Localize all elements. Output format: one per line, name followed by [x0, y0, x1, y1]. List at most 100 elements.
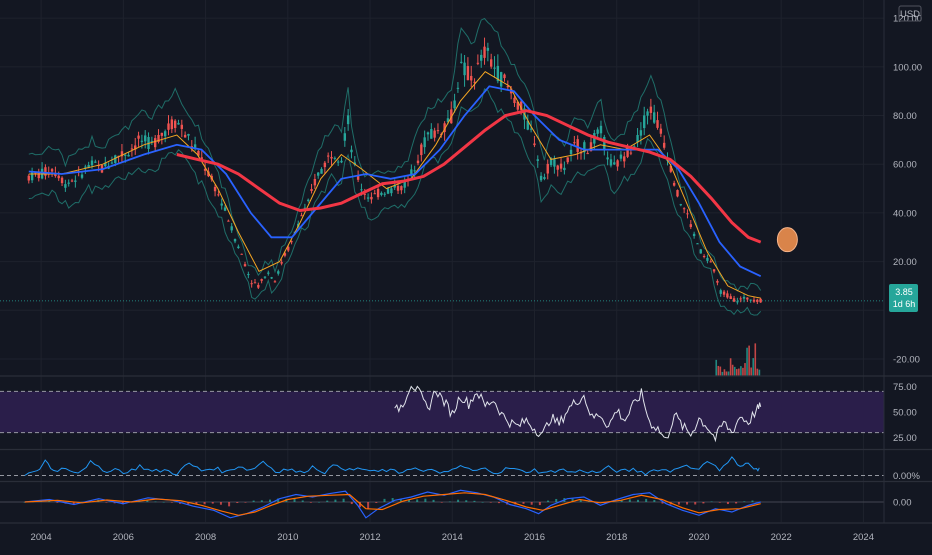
candle-body-140 — [493, 67, 496, 69]
candle-body-32 — [134, 145, 137, 150]
volume-bar-0 — [715, 359, 718, 376]
candle-body-65 — [243, 264, 247, 267]
candle-body-17 — [84, 166, 87, 168]
candle-body-187 — [649, 106, 653, 113]
candle-body-51 — [197, 150, 200, 156]
macd-hist-89 — [751, 500, 754, 502]
macd-hist-67 — [571, 498, 574, 502]
candle-body-143 — [503, 74, 506, 79]
candle-body-103 — [370, 196, 373, 200]
candle-body-166 — [579, 152, 583, 154]
candle-body-60 — [227, 220, 230, 222]
candle-body-179 — [623, 156, 626, 162]
candle-body-40 — [160, 132, 164, 136]
candle-body-1 — [30, 171, 34, 181]
candle-body-93 — [336, 161, 340, 163]
macd-hist-54 — [465, 500, 468, 502]
candle-body-131 — [463, 62, 466, 76]
macd-hist-50 — [432, 499, 435, 502]
candle-body-64 — [240, 253, 243, 255]
volume-bar-7 — [729, 358, 732, 376]
currency-label[interactable]: USD — [898, 5, 922, 22]
candle-body-66 — [247, 274, 250, 276]
x-tick-2008: 2008 — [195, 532, 216, 543]
macd-hist-3 — [48, 500, 51, 502]
candle-body-42 — [167, 123, 170, 130]
price-tag-countdown: 1d 6h — [893, 299, 916, 309]
macd-hist-37 — [326, 500, 329, 502]
candle-body-73 — [270, 277, 273, 279]
macd-hist-88 — [743, 501, 746, 502]
candle-body-141 — [496, 65, 500, 82]
candle-body-68 — [253, 282, 257, 284]
volume-bar-4 — [723, 369, 726, 376]
candle-body-88 — [320, 168, 323, 174]
candle-body-74 — [273, 281, 277, 283]
macd-hist-52 — [448, 501, 451, 503]
candle-body-71 — [263, 276, 267, 278]
candle-body-146 — [513, 97, 516, 104]
candle-body-97 — [350, 149, 353, 153]
candle-body-148 — [519, 101, 523, 110]
volume-bar-15 — [746, 347, 748, 376]
macd-hist-62 — [530, 502, 533, 505]
candle-body-152 — [533, 143, 536, 146]
macd-hist-81 — [686, 502, 689, 505]
candle-body-105 — [376, 188, 380, 198]
candle-body-69 — [257, 284, 260, 288]
candle-body-33 — [137, 135, 140, 139]
candle-body-169 — [589, 142, 593, 152]
macd-hist-24 — [219, 502, 222, 505]
macd-hist-41 — [358, 502, 361, 508]
price-tag: 3.85 1d 6h — [889, 284, 918, 312]
macd-line — [24, 489, 761, 519]
candle-body-219 — [756, 299, 759, 302]
macd-hist-28 — [252, 500, 255, 502]
candle-body-193 — [669, 165, 673, 172]
macd-hist-43 — [375, 502, 378, 503]
candle-body-10 — [60, 177, 64, 184]
candle-body-174 — [606, 157, 609, 160]
volume-bar-21 — [758, 369, 761, 376]
macd-hist-57 — [489, 502, 492, 503]
macd-tick: 0.00 — [893, 498, 912, 509]
candle-body-171 — [596, 129, 599, 134]
candle-body-128 — [453, 100, 456, 109]
bollinger-lower — [28, 88, 762, 316]
candle-body-138 — [486, 47, 490, 51]
candle-body-3 — [37, 172, 40, 179]
candle-body-163 — [569, 149, 573, 155]
y-tick-120.00: 120.00 — [893, 14, 922, 25]
candle-body-218 — [752, 299, 756, 302]
pane-dividers[interactable] — [0, 0, 932, 524]
macd-hist-82 — [694, 502, 697, 505]
candle-body-101 — [363, 193, 366, 195]
volume-bar-13 — [742, 367, 744, 376]
candle-body-178 — [619, 154, 623, 159]
macd-hist-74 — [628, 499, 631, 502]
candle-body-52 — [200, 157, 203, 159]
axes: 2004 2006 2008 2010 2012 2014 2016 2018 2020 2022… — [31, 14, 923, 543]
candle-body-92 — [333, 157, 337, 159]
candle-body-136 — [480, 54, 483, 61]
macd-hist-11 — [113, 502, 116, 504]
candle-body-197 — [682, 208, 686, 210]
candle-body-111 — [396, 185, 400, 191]
candle-body-189 — [656, 120, 659, 128]
y-tick-40.00: 40.00 — [893, 208, 917, 219]
candle-body-86 — [313, 179, 317, 186]
candle-body-45 — [177, 122, 180, 125]
macd-hist-20 — [187, 502, 190, 505]
candle-body-142 — [499, 72, 503, 87]
candle-body-96 — [346, 115, 350, 125]
candle-body-77 — [283, 253, 287, 256]
candle-body-82 — [300, 215, 303, 217]
candle-body-206 — [712, 269, 716, 272]
x-tick-2010: 2010 — [277, 532, 298, 543]
price-tag-price: 3.85 — [895, 287, 913, 297]
candle-body-207 — [716, 280, 719, 283]
candle-body-159 — [556, 165, 559, 170]
macd-hist-21 — [195, 502, 198, 505]
candle-body-180 — [626, 147, 629, 157]
